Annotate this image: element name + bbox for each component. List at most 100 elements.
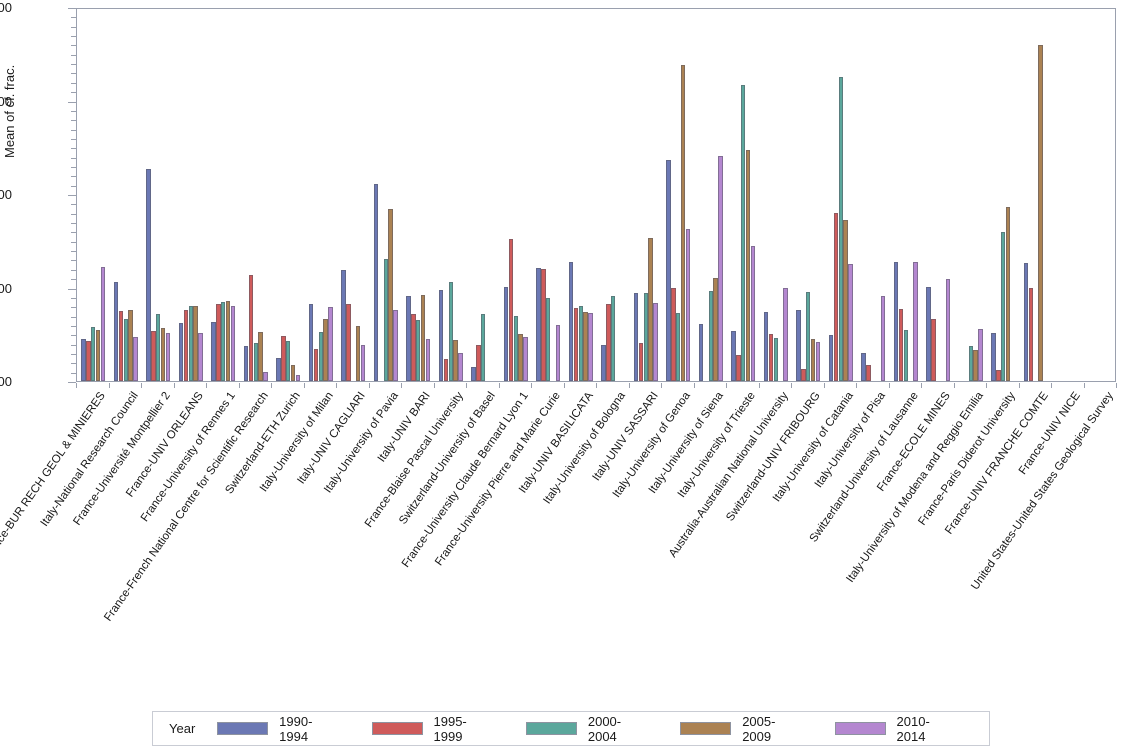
bar[interactable] xyxy=(276,357,281,381)
bar[interactable] xyxy=(573,308,579,381)
bar[interactable] xyxy=(578,306,583,381)
bar[interactable] xyxy=(188,306,193,381)
bar[interactable] xyxy=(828,335,834,381)
bar[interactable] xyxy=(448,281,453,381)
bar[interactable] xyxy=(713,278,718,381)
bar[interactable] xyxy=(763,311,769,381)
bar[interactable] xyxy=(156,313,161,381)
bar[interactable] xyxy=(425,338,431,381)
bar[interactable] xyxy=(685,228,691,381)
bar[interactable] xyxy=(513,315,518,381)
bar[interactable] xyxy=(286,340,291,381)
bar[interactable] xyxy=(443,358,449,381)
legend-entry[interactable]: 2005-2009 xyxy=(680,714,800,744)
bar[interactable] xyxy=(481,313,486,381)
bar[interactable] xyxy=(546,297,551,381)
bar[interactable] xyxy=(420,294,426,381)
bar[interactable] xyxy=(671,287,676,381)
bar[interactable] xyxy=(113,281,119,381)
bar[interactable] xyxy=(653,303,658,381)
bar[interactable] xyxy=(341,269,346,381)
bar[interactable] xyxy=(393,309,398,381)
bar[interactable] xyxy=(183,309,189,381)
bar[interactable] xyxy=(458,352,463,381)
bar[interactable] xyxy=(216,304,221,381)
bar[interactable] xyxy=(750,246,756,381)
bar[interactable] xyxy=(1023,263,1029,381)
bar[interactable] xyxy=(588,312,593,381)
bar[interactable] xyxy=(165,333,171,381)
bar[interactable] xyxy=(290,365,296,381)
bar[interactable] xyxy=(453,339,458,381)
bar[interactable] xyxy=(606,304,611,381)
bar[interactable] xyxy=(833,212,839,381)
bar[interactable] xyxy=(221,302,226,381)
bar[interactable] xyxy=(806,292,811,381)
bar[interactable] xyxy=(583,311,588,381)
bar[interactable] xyxy=(903,329,908,381)
bar[interactable] xyxy=(861,352,866,381)
bar[interactable] xyxy=(926,286,931,381)
bar[interactable] xyxy=(666,160,671,381)
bar[interactable] xyxy=(323,319,328,381)
bar[interactable] xyxy=(611,295,616,381)
bar[interactable] xyxy=(503,286,509,381)
bar[interactable] xyxy=(838,77,843,381)
bar[interactable] xyxy=(996,369,1001,381)
bar[interactable] xyxy=(178,323,184,381)
bar[interactable] xyxy=(698,323,704,381)
bar[interactable] xyxy=(680,64,686,381)
bar[interactable] xyxy=(243,346,249,381)
bar[interactable] xyxy=(91,326,96,381)
bar[interactable] xyxy=(866,365,871,381)
bar[interactable] xyxy=(768,334,774,381)
bar[interactable] xyxy=(406,295,411,381)
bar[interactable] xyxy=(796,309,801,381)
legend-entry[interactable]: 2010-2014 xyxy=(834,714,955,744)
bar[interactable] xyxy=(318,332,323,381)
bar[interactable] xyxy=(848,264,853,381)
bar[interactable] xyxy=(968,346,973,381)
bar[interactable] xyxy=(601,345,606,381)
bar[interactable] xyxy=(523,337,528,381)
bar[interactable] xyxy=(151,331,156,381)
bar[interactable] xyxy=(880,295,886,381)
bar[interactable] xyxy=(508,238,514,381)
legend-entry[interactable]: 1990-1994 xyxy=(217,714,337,744)
bar[interactable] xyxy=(308,304,314,381)
bar[interactable] xyxy=(383,258,388,381)
bar[interactable] xyxy=(643,293,648,381)
bar[interactable] xyxy=(1005,207,1011,381)
bar[interactable] xyxy=(783,287,788,381)
bar[interactable] xyxy=(555,324,561,381)
bar[interactable] xyxy=(133,337,138,381)
bar[interactable] xyxy=(248,275,254,381)
bar[interactable] xyxy=(100,266,106,381)
bar[interactable] xyxy=(346,304,351,381)
bar[interactable] xyxy=(281,336,286,381)
bar[interactable] xyxy=(313,349,319,381)
bar[interactable] xyxy=(893,262,899,381)
bar[interactable] xyxy=(295,375,301,381)
bar[interactable] xyxy=(476,344,481,381)
bar[interactable] xyxy=(745,150,751,381)
bar[interactable] xyxy=(931,319,936,381)
bar[interactable] xyxy=(1028,288,1034,381)
bar[interactable] xyxy=(146,168,151,381)
bar[interactable] xyxy=(411,313,416,381)
bar[interactable] xyxy=(898,309,904,381)
bar[interactable] xyxy=(471,366,476,381)
bar[interactable] xyxy=(1001,232,1006,381)
bar[interactable] xyxy=(648,237,653,381)
bar[interactable] xyxy=(388,208,393,381)
bar[interactable] xyxy=(118,310,124,381)
bar[interactable] xyxy=(1038,45,1043,381)
bar[interactable] xyxy=(86,340,91,381)
bar[interactable] xyxy=(741,84,746,381)
legend-entry[interactable]: 2000-2004 xyxy=(525,714,646,744)
bar[interactable] xyxy=(718,155,723,381)
bar[interactable] xyxy=(328,307,333,381)
bar[interactable] xyxy=(123,319,128,381)
bar[interactable] xyxy=(193,306,198,381)
bar[interactable] xyxy=(736,354,741,381)
